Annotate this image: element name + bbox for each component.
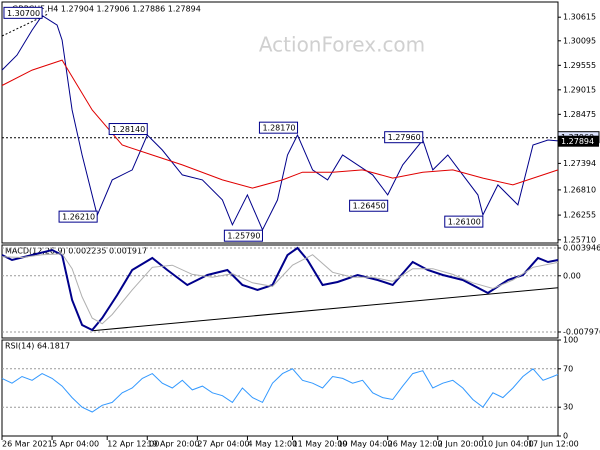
y-tick-label: 1.26810	[563, 185, 596, 194]
y-tick-label: -0.007976	[563, 327, 600, 336]
y-tick-label: 30	[563, 403, 573, 412]
y-tick-label: 1.30095	[563, 36, 596, 45]
series-line	[1, 59, 559, 189]
price-label: 1.30700	[7, 9, 40, 18]
y-tick-label: 100	[563, 336, 578, 345]
price-label-box	[384, 131, 424, 144]
price-label: 1.28170	[262, 124, 295, 133]
y-tick-label: 70	[563, 364, 573, 373]
price-label-box	[444, 215, 484, 228]
rsi-title: RSI(14) 64.1817	[5, 342, 70, 351]
x-tick-label: 17 Jun 12:00	[528, 440, 579, 449]
x-tick-label: 26 Mar 2021	[2, 440, 53, 449]
price-label: 1.26450	[353, 202, 386, 211]
x-tick-label: 11 May 20:00	[293, 440, 348, 449]
x-tick-label: 2 Jun 20:00	[438, 440, 484, 449]
x-tick-label: 12 Apr 12:00	[107, 440, 159, 449]
x-tick-label: 5 Apr 04:00	[52, 440, 99, 449]
x-tick-label: 19 Apr 20:00	[147, 440, 199, 449]
y-tick-label: 1.29555	[563, 61, 596, 70]
x-tick-label: 27 Apr 04:00	[197, 440, 249, 449]
y-tick-label: 0	[563, 432, 568, 441]
price-label-box	[3, 6, 43, 19]
y-tick-label: 1.26255	[563, 211, 596, 220]
price-label-box	[258, 121, 299, 134]
price-label-box	[223, 229, 263, 242]
series-line	[1, 368, 559, 413]
x-tick-label: 10 Jun 04:00	[483, 440, 534, 449]
price-label: 1.26210	[62, 213, 95, 222]
rsi-pane	[1, 339, 559, 437]
macd-pane	[1, 244, 559, 339]
watermark: ActionForex.com	[259, 33, 425, 57]
chart-title: GBPCHF,H4 1.27904 1.27906 1.27886 1.2789…	[12, 5, 201, 14]
y-tick-label: 1.27394	[563, 159, 596, 168]
price-label-box	[349, 199, 389, 212]
macd-title: MACD(12,26,9) 0.002235 0.001917	[5, 247, 147, 256]
price-label: 1.26100	[448, 218, 481, 227]
y-tick-label: 1.28475	[563, 110, 596, 119]
y-tick-label: 1.29015	[563, 85, 596, 94]
y-tick-label: 1.25710	[563, 235, 596, 244]
y-tick-label: 0.003946	[563, 243, 600, 252]
y-tick-label: 0.00	[563, 271, 581, 280]
x-tick-label: 19 May 04:00	[338, 440, 393, 449]
x-tick-label: 26 May 12:00	[388, 440, 443, 449]
series-line	[1, 253, 559, 325]
y-tick-label: 1.30615	[563, 13, 596, 22]
price-label-box	[108, 123, 148, 136]
price-label-box	[58, 210, 98, 223]
price-label: 1.27960	[388, 133, 421, 142]
price-pane	[1, 1, 559, 244]
trend-line	[1, 13, 49, 37]
series-line	[1, 246, 559, 332]
current-price-label: 1.27894	[561, 137, 594, 146]
price-label: 1.25790	[227, 232, 260, 241]
trend-line	[92, 287, 559, 332]
price-label: 1.28140	[112, 125, 145, 134]
x-tick-label: 4 May 12:00	[247, 440, 297, 449]
current-price-box	[558, 135, 599, 147]
series-line	[1, 14, 559, 231]
